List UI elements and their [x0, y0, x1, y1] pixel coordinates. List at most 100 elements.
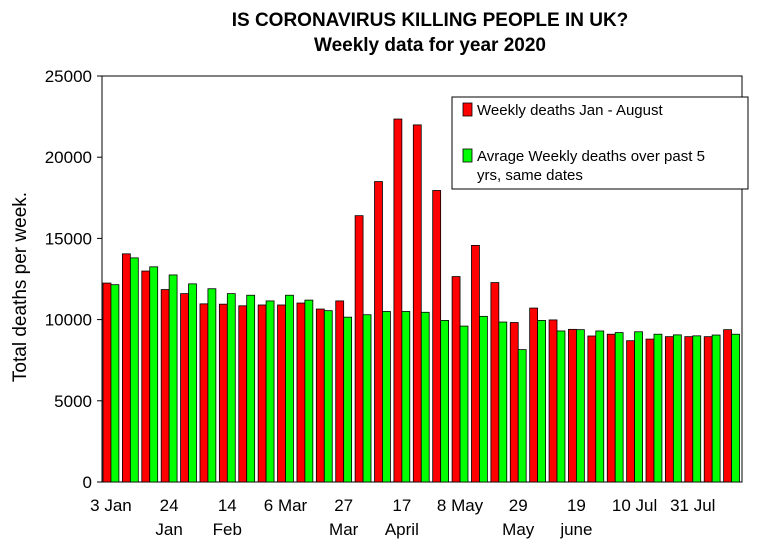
- bar-weekly-deaths-8: [257, 304, 267, 483]
- bar-weekly-deaths-13: [354, 215, 364, 483]
- bar-average-deaths-23: [556, 330, 566, 483]
- bar-average-deaths-18: [459, 325, 469, 483]
- x-tick-label-6-line2: Feb: [213, 520, 242, 539]
- bar-average-deaths-12: [343, 316, 353, 483]
- bar-average-deaths-15: [401, 311, 411, 483]
- legend-box: [451, 96, 749, 190]
- bar-weekly-deaths-16: [412, 124, 422, 483]
- bar-weekly-deaths-0: [102, 282, 112, 483]
- chart-title: IS CORONAVIRUS KILLING PEOPLE IN UK?: [232, 10, 629, 31]
- bar-weekly-deaths-4: [180, 293, 189, 483]
- legend-label-green: Avrage Weekly deaths over past 5 yrs, sa…: [477, 148, 709, 184]
- y-tick-label-20000: 20000: [45, 148, 92, 167]
- bar-average-deaths-14: [382, 311, 391, 483]
- x-tick-label-6: 14: [218, 496, 237, 515]
- x-tick-label-15: 17: [392, 496, 411, 515]
- bar-average-deaths-19: [479, 315, 488, 483]
- bar-average-deaths-25: [595, 330, 605, 483]
- bar-average-deaths-8: [265, 300, 275, 483]
- bar-weekly-deaths-25: [587, 335, 597, 483]
- bar-average-deaths-32: [731, 333, 740, 483]
- bar-average-deaths-11: [323, 310, 333, 483]
- x-tick-label-30: 31 Jul: [670, 496, 715, 515]
- x-tick-label-3-line2: Jan: [155, 520, 182, 539]
- bar-weekly-deaths-2: [141, 270, 151, 483]
- bar-weekly-deaths-30: [684, 336, 694, 483]
- bar-weekly-deaths-3: [160, 289, 170, 483]
- bar-weekly-deaths-11: [315, 308, 325, 483]
- y-tick-label-25000: 25000: [45, 67, 92, 86]
- y-tick-label-15000: 15000: [45, 229, 92, 248]
- bar-average-deaths-4: [188, 283, 197, 483]
- bar-average-deaths-20: [498, 321, 508, 483]
- bar-weekly-deaths-9: [277, 304, 286, 483]
- legend: Weekly deaths Jan - August Avrage Weekly…: [451, 96, 749, 190]
- x-tick-label-9: 6 Mar: [264, 496, 308, 515]
- y-tick-label-10000: 10000: [45, 311, 92, 330]
- x-tick-label-24: 19: [567, 496, 586, 515]
- x-tick-label-12: 27: [334, 496, 353, 515]
- bar-average-deaths-5: [207, 288, 217, 483]
- bar-weekly-deaths-22: [529, 307, 539, 483]
- bar-average-deaths-24: [576, 329, 585, 483]
- x-ticks-group: 3 Jan 24 Jan 14 Feb 6 Mar 27 Mar 17 April 8 May 29 M…: [90, 496, 715, 539]
- bar-weekly-deaths-26: [606, 333, 616, 483]
- bar-weekly-deaths-21: [509, 322, 519, 483]
- bar-weekly-deaths-12: [335, 300, 345, 483]
- bar-weekly-deaths-23: [548, 319, 558, 483]
- bar-weekly-deaths-20: [490, 282, 500, 483]
- bar-weekly-deaths-5: [199, 303, 209, 483]
- y-ticks-group: 0 5000 10000 15000 20000 25000: [45, 67, 102, 492]
- bar-average-deaths-1: [129, 257, 139, 483]
- bar-weekly-deaths-15: [393, 118, 403, 483]
- bar-weekly-deaths-31: [703, 336, 713, 483]
- x-tick-label-3: 24: [160, 496, 179, 515]
- x-tick-label-21: 29: [509, 496, 528, 515]
- bar-average-deaths-0: [110, 284, 120, 483]
- bar-average-deaths-10: [304, 299, 314, 483]
- bar-weekly-deaths-10: [296, 302, 306, 483]
- bar-average-deaths-2: [149, 266, 159, 483]
- bar-average-deaths-3: [168, 274, 178, 483]
- y-tick-label-0: 0: [83, 473, 92, 492]
- x-tick-label-21-line2: May: [502, 520, 535, 539]
- bar-average-deaths-16: [420, 311, 430, 483]
- bar-average-deaths-31: [711, 334, 721, 483]
- bar-weekly-deaths-29: [665, 336, 674, 483]
- bars-group: [102, 118, 740, 483]
- bar-weekly-deaths-28: [645, 338, 655, 483]
- bar-weekly-deaths-17: [432, 190, 442, 483]
- bar-average-deaths-6: [226, 293, 236, 483]
- bar-average-deaths-22: [537, 320, 546, 483]
- bar-average-deaths-21: [517, 349, 527, 483]
- bar-weekly-deaths-1: [121, 253, 131, 483]
- y-tick-label-5000: 5000: [54, 392, 92, 411]
- bar-average-deaths-26: [614, 332, 624, 483]
- legend-label-green-line2: yrs, same dates: [477, 167, 583, 184]
- legend-label-red: Weekly deaths Jan - August: [477, 102, 663, 119]
- bar-weekly-deaths-18: [451, 276, 461, 483]
- bar-average-deaths-7: [246, 294, 256, 483]
- bar-weekly-deaths-7: [238, 305, 248, 483]
- x-tick-label-15-line2: April: [385, 520, 419, 539]
- bar-average-deaths-17: [440, 320, 449, 483]
- chart-subtitle: Weekly data for year 2020: [314, 35, 546, 56]
- bar-weekly-deaths-14: [374, 181, 383, 483]
- bar-weekly-deaths-6: [218, 303, 228, 483]
- bar-weekly-deaths-19: [471, 244, 480, 483]
- legend-swatch-red: [462, 102, 473, 117]
- x-tick-label-0: 3 Jan: [90, 496, 132, 515]
- x-tick-label-27: 10 Jul: [612, 496, 657, 515]
- x-tick-label-12-line2: Mar: [329, 520, 359, 539]
- bar-average-deaths-29: [672, 334, 682, 483]
- bar-average-deaths-9: [285, 294, 294, 483]
- legend-swatch-green: [462, 148, 473, 163]
- bar-weekly-deaths-24: [568, 328, 577, 483]
- bar-average-deaths-30: [692, 335, 702, 483]
- bar-average-deaths-27: [634, 331, 643, 483]
- bar-average-deaths-28: [653, 333, 663, 483]
- x-tick-label-18: 8 May: [437, 496, 484, 515]
- x-tick-label-24-line2: june: [559, 520, 592, 539]
- bar-weekly-deaths-27: [626, 340, 635, 483]
